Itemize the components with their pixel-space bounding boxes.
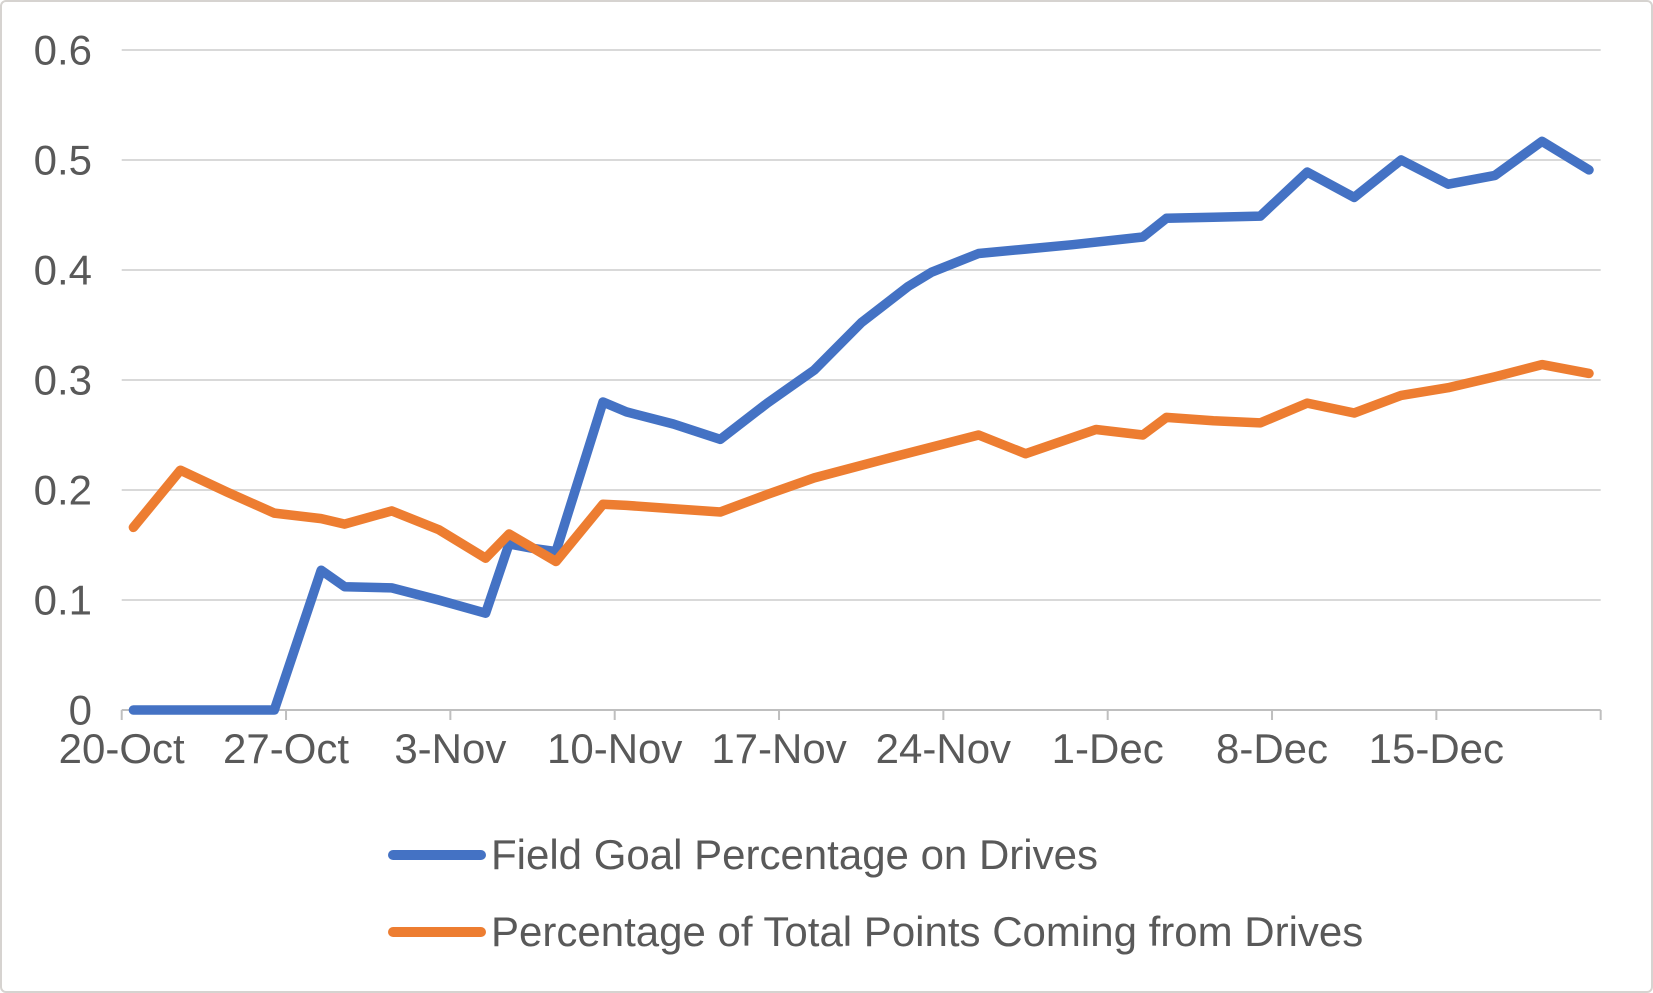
- x-tick-label: 20-Oct: [59, 725, 185, 772]
- legend-label-field-goal-pct: Field Goal Percentage on Drives: [491, 831, 1098, 878]
- legend-item-field-goal-pct: Field Goal Percentage on Drives: [388, 829, 1363, 881]
- y-tick-label: 0.1: [34, 577, 92, 624]
- y-tick-label: 0.3: [34, 357, 92, 404]
- y-tick-label: 0.4: [34, 247, 92, 294]
- y-tick-label: 0: [69, 687, 92, 734]
- x-tick-label: 8-Dec: [1216, 725, 1328, 772]
- y-tick-label: 0.6: [34, 27, 92, 74]
- legend-label-points-from-drives-pct: Percentage of Total Points Coming from D…: [491, 908, 1364, 955]
- y-tick-label: 0.5: [34, 137, 92, 184]
- series-line-field-goal-pct: [128, 136, 1594, 715]
- legend-item-points-from-drives-pct: Percentage of Total Points Coming from D…: [388, 906, 1363, 958]
- x-axis-labels: 20-Oct 27-Oct 3-Nov 10-Nov 17-Nov 24-Nov 1-Dec…: [59, 725, 1504, 772]
- series-lines: [128, 136, 1594, 715]
- x-tick-label: 17-Nov: [711, 725, 846, 772]
- legend: Field Goal Percentage on Drives Percenta…: [388, 829, 1363, 958]
- x-tick-label: 10-Nov: [547, 725, 682, 772]
- x-axis: [120, 709, 1602, 720]
- gridlines: [121, 49, 1601, 601]
- x-tick-label: 24-Nov: [876, 725, 1011, 772]
- x-tick-label: 3-Nov: [394, 725, 506, 772]
- x-tick-label: 15-Dec: [1369, 725, 1504, 772]
- x-tick-label: 27-Oct: [223, 725, 349, 772]
- legend-swatch-points-from-drives-pct: [388, 927, 486, 937]
- x-tick-label: 1-Dec: [1052, 725, 1164, 772]
- y-tick-label: 0.2: [34, 467, 92, 514]
- y-axis-labels: 0 0.1 0.2 0.3 0.4 0.5 0.6: [34, 27, 92, 734]
- legend-swatch-field-goal-pct: [388, 850, 486, 860]
- series-line-points-from-drives-pct: [128, 359, 1594, 567]
